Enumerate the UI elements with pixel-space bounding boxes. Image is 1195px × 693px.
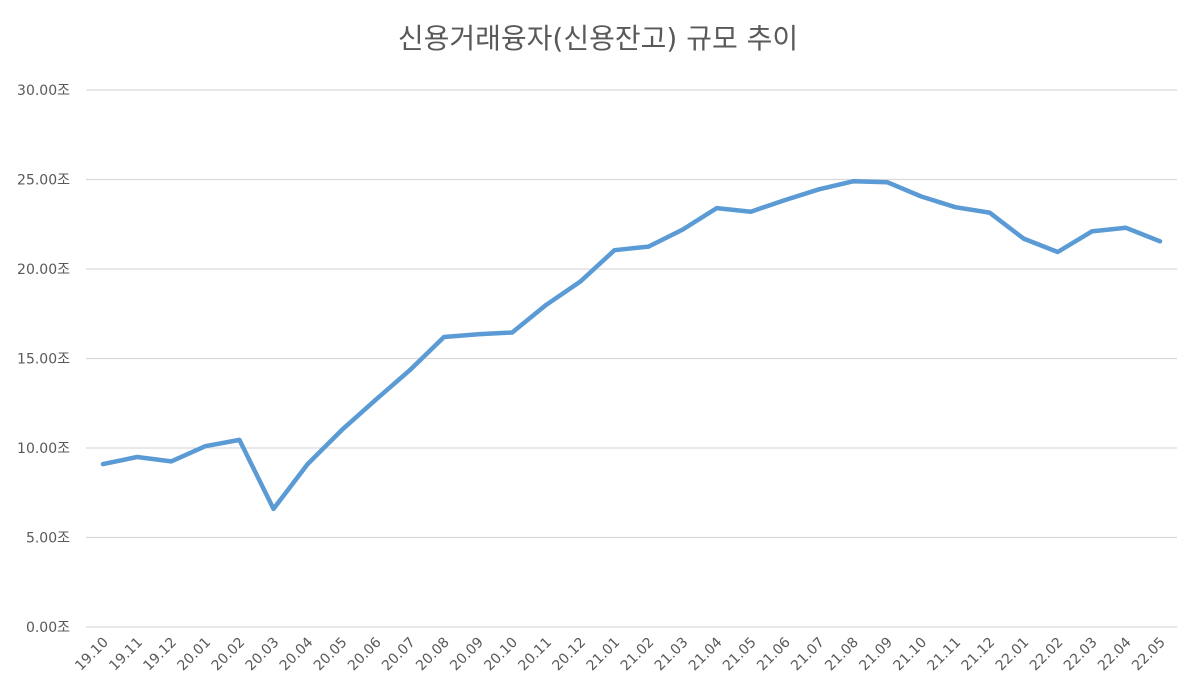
data-point [203,444,208,449]
data-point [101,462,106,467]
x-tick-label: 22.01 [993,635,1033,675]
y-tick-label: 5.00조 [26,531,70,547]
y-tick-label: 25.00조 [17,173,70,189]
x-tick-label: 21.05 [720,635,760,675]
x-tick-label: 20.05 [311,635,351,675]
data-point [748,209,753,214]
data-point [441,335,446,340]
data-point [782,198,787,203]
data-point [339,428,344,433]
data-point [646,244,651,249]
x-tick-label: 21.03 [652,635,692,675]
x-tick-label: 20.10 [481,635,521,675]
y-tick-label: 15.00조 [17,352,70,368]
data-point [1123,225,1128,230]
x-tick-label: 21.01 [584,635,624,675]
data-point [510,330,515,335]
x-tick-label: 22.05 [1129,635,1169,675]
x-tick-label: 20.01 [174,635,214,675]
y-tick-label: 20.00조 [17,262,70,278]
data-point [578,279,583,284]
data-point [135,454,140,459]
data-point [919,194,924,199]
x-tick-label: 21.09 [856,635,896,675]
x-tick-label: 20.02 [209,635,249,675]
x-tick-label: 20.03 [243,635,283,675]
x-tick-label: 19.10 [72,635,112,675]
x-tick-label: 21.11 [925,635,965,675]
y-tick-label: 10.00조 [17,441,70,457]
x-tick-label: 21.04 [686,634,726,674]
data-point [680,227,685,232]
data-point [1055,249,1060,254]
x-tick-label: 20.07 [379,635,419,675]
x-tick-label: 21.02 [618,635,658,675]
x-tick-label: 22.03 [1061,635,1101,675]
data-point [953,205,958,210]
x-tick-label: 20.11 [515,635,555,675]
x-tick-label: 21.06 [754,634,794,674]
x-tick-label: 22.02 [1027,635,1067,675]
data-point [885,180,890,185]
series-line [100,179,1163,512]
x-tick-label: 21.12 [959,635,999,675]
x-tick-label: 21.10 [890,635,930,675]
data-point [237,437,242,442]
x-tick-label: 19.12 [140,635,180,675]
x-tick-label: 22.04 [1095,634,1135,674]
x-tick-label: 20.09 [447,635,487,675]
y-tick-label: 30.00조 [17,83,70,99]
chart-title: 신용거래융자(신용잔고) 규모 추이 [398,22,798,55]
data-point [407,368,412,373]
data-point [714,206,719,211]
data-point [612,248,617,253]
y-axis-ticks: 0.00조 5.00조 10.00조 15.00조 20.00조 25.00조 30.00조 [17,83,70,636]
data-point [987,210,992,215]
data-point [544,302,549,307]
data-point [373,397,378,402]
data-point [476,332,481,337]
x-tick-label: 20.12 [550,635,590,675]
data-point [817,187,822,192]
gridlines [86,89,1177,628]
data-point [305,462,310,467]
x-axis-ticks: 19.1019.1119.1220.0120.0220.0320.0420.05… [72,634,1169,674]
x-tick-label: 20.08 [413,635,453,675]
data-point [271,506,276,511]
x-tick-label: 20.04 [277,634,317,674]
x-tick-label: 19.11 [106,635,146,675]
x-tick-label: 20.06 [345,634,385,674]
data-point [169,459,174,464]
data-point [851,179,856,184]
x-tick-label: 21.07 [788,635,828,675]
x-tick-label: 21.08 [822,635,862,675]
data-point [1021,236,1026,241]
data-point [1089,229,1094,234]
series-layer [100,179,1163,512]
data-point [1157,239,1162,244]
y-tick-label: 0.00조 [26,620,70,636]
